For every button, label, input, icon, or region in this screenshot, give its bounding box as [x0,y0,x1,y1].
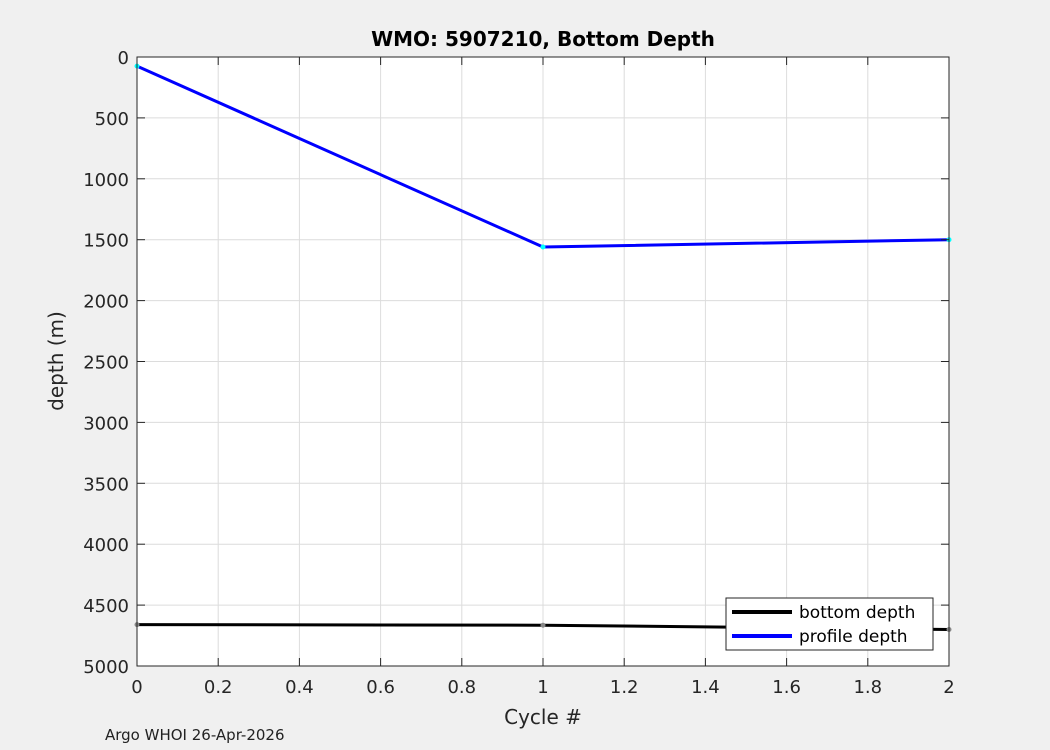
y-tick-label: 2500 [83,353,129,374]
x-tick-label: 0.2 [204,677,233,698]
x-axis-label: Cycle # [504,705,582,729]
data-point-bottom-depth [540,622,546,628]
y-tick-label: 1000 [83,170,129,191]
y-tick-label: 1500 [83,231,129,252]
y-tick-label: 500 [95,109,129,130]
x-tick-label: 1.2 [610,677,639,698]
y-tick-label: 4500 [83,596,129,617]
x-tick-label: 0.8 [447,677,476,698]
legend-box [725,597,934,651]
y-axis-label: depth (m) [44,311,68,411]
y-tick-label: 4000 [83,535,129,556]
ticks: 0 0.2 0.4 0.6 0.8 1 1.2 1.4 1.6 1.8 2 0 500 1000 1500 2… [83,48,955,698]
data-point-profile-depth [540,244,546,250]
x-tick-label: 1.8 [853,677,882,698]
x-tick-label: 1.4 [691,677,720,698]
x-tick-label: 2 [943,677,954,698]
y-tick-label: 0 [118,48,129,69]
legend: bottom depth profile depth [725,597,934,651]
footer-credit: Argo WHOI 26-Apr-2026 [105,726,285,744]
chart-title: WMO: 5907210, Bottom Depth [371,27,715,51]
x-tick-label: 1 [537,677,548,698]
legend-label-bottom-depth: bottom depth [799,603,915,623]
x-tick-label: 1.6 [772,677,801,698]
x-tick-label: 0.4 [285,677,314,698]
legend-label-profile-depth: profile depth [799,627,908,647]
y-tick-label: 2000 [83,292,129,313]
x-tick-label: 0 [131,677,142,698]
y-tick-label: 3000 [83,413,129,434]
x-tick-label: 0.6 [366,677,395,698]
y-tick-label: 5000 [83,657,129,678]
y-tick-label: 3500 [83,474,129,495]
